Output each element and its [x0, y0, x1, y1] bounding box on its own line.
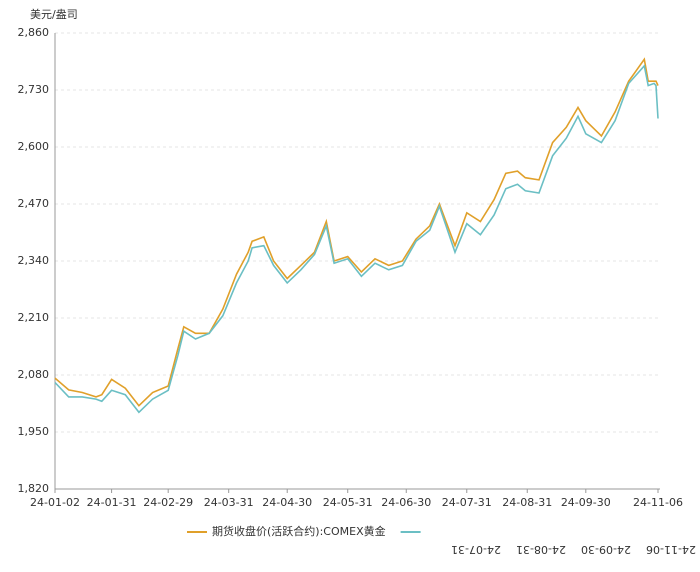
x-tick-label: 24-05-31	[323, 496, 373, 509]
x-tick-label-rotated: 24-09-30	[581, 543, 631, 556]
y-tick-label: 2,600	[18, 140, 50, 153]
series-line	[54, 57, 659, 407]
x-tick-label-rotated: 24-11-06	[646, 543, 696, 556]
y-tick-label: 1,820	[18, 482, 50, 495]
x-tick-label: 24-01-31	[87, 496, 137, 509]
y-unit: 美元/盎司	[30, 7, 78, 21]
legend-label: 期货收盘价(活跃合约):COMEX黄金	[212, 524, 386, 538]
y-tick-label: 2,080	[18, 368, 50, 381]
x-tick-label: 24-02-29	[143, 496, 193, 509]
y-tick-label: 2,470	[18, 197, 50, 210]
y-tick-label: 2,340	[18, 254, 50, 267]
x-tick-label: 24-09-30	[561, 496, 611, 509]
x-tick-label: 24-04-30	[262, 496, 312, 509]
x-tick-label: 24-11-06	[633, 496, 683, 509]
y-tick-label: 1,950	[18, 425, 50, 438]
x-tick-label: 24-07-31	[442, 496, 492, 509]
y-tick-label: 2,730	[18, 83, 50, 96]
x-tick-label: 24-03-31	[204, 496, 254, 509]
y-tick-label: 2,210	[18, 311, 50, 324]
x-tick-label-rotated: 24-08-31	[516, 543, 566, 556]
x-tick-label: 24-01-02	[30, 496, 80, 509]
x-tick-label: 24-08-31	[502, 496, 552, 509]
x-tick-label: 24-06-30	[381, 496, 431, 509]
series-line	[54, 64, 659, 414]
y-tick-label: 2,860	[18, 26, 50, 39]
x-tick-label-rotated: 24-07-31	[451, 543, 501, 556]
